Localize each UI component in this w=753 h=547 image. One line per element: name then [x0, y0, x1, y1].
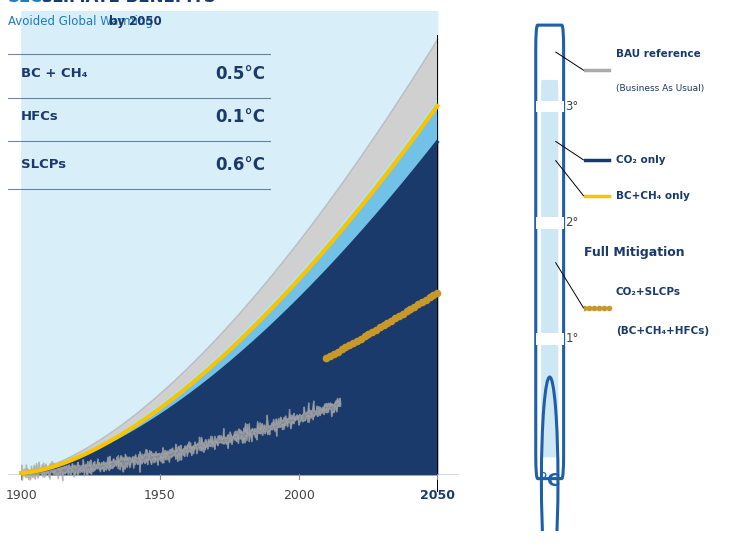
- Text: 2050: 2050: [419, 488, 455, 502]
- Text: 0.5°C: 0.5°C: [215, 65, 265, 83]
- Text: (Business As Usual): (Business As Usual): [616, 84, 704, 92]
- Text: 2°: 2°: [566, 217, 579, 229]
- Text: Avoided Global Warming: Avoided Global Warming: [8, 15, 157, 28]
- FancyBboxPatch shape: [536, 25, 563, 479]
- Text: 0.6°C: 0.6°C: [215, 156, 265, 174]
- Text: HFCs: HFCs: [21, 110, 59, 123]
- Text: 2000: 2000: [282, 488, 315, 502]
- Text: 1900: 1900: [5, 488, 37, 502]
- Text: 3°: 3°: [566, 100, 579, 113]
- Text: CO₂ only: CO₂ only: [616, 155, 665, 165]
- Text: BAU reference: BAU reference: [616, 49, 700, 59]
- Text: BC + CH₄: BC + CH₄: [21, 67, 87, 80]
- Text: SLCPs: SLCPs: [21, 159, 66, 171]
- Text: SLCP: SLCP: [8, 0, 54, 6]
- Text: 1950: 1950: [144, 488, 176, 502]
- Text: CO₂+SLCPs: CO₂+SLCPs: [616, 287, 681, 296]
- Bar: [536, 333, 563, 345]
- Text: Full Mitigation: Full Mitigation: [584, 246, 684, 259]
- Bar: [536, 217, 563, 229]
- Text: by 2050: by 2050: [109, 15, 162, 28]
- Text: °C: °C: [538, 472, 561, 490]
- Text: 0.1°C: 0.1°C: [215, 108, 265, 126]
- Text: (BC+CH₄+HFCs): (BC+CH₄+HFCs): [616, 326, 709, 336]
- FancyBboxPatch shape: [541, 80, 558, 457]
- Text: 1°: 1°: [566, 333, 579, 345]
- Bar: [536, 101, 563, 113]
- Text: CLIMATE BENEFITS: CLIMATE BENEFITS: [40, 0, 216, 6]
- Circle shape: [541, 377, 558, 547]
- Text: BC+CH₄ only: BC+CH₄ only: [616, 191, 690, 201]
